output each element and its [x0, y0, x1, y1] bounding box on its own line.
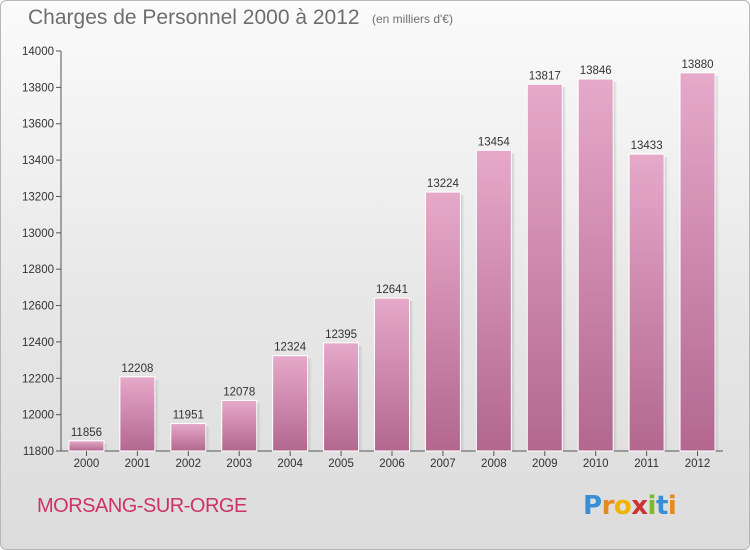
bar-shadow [103, 443, 108, 451]
x-tick-label: 2007 [430, 458, 456, 470]
bar-shadow [460, 195, 465, 451]
data-label: 11951 [173, 410, 204, 422]
y-tick-label: 13600 [22, 119, 54, 131]
x-tick-label: 2000 [74, 458, 100, 470]
bar-shadow [409, 301, 414, 451]
data-label: 13454 [478, 136, 511, 148]
y-tick-label: 12400 [22, 337, 54, 349]
bar-2012 [679, 72, 716, 452]
town-name: MORSANG-SUR-ORGE [37, 495, 247, 517]
y-tick-label: 12200 [22, 373, 54, 385]
y-tick-label: 13200 [22, 191, 54, 203]
bar-2002 [170, 423, 207, 452]
x-tick-label: 2001 [125, 458, 151, 470]
bar-shadow [715, 75, 720, 452]
x-tick-label: 2008 [481, 458, 507, 470]
y-tick-label: 12800 [22, 264, 54, 276]
x-tick-label: 2002 [176, 458, 202, 470]
bar-shadow [613, 82, 618, 451]
bar-shadow [511, 153, 516, 452]
bar-2010 [577, 78, 614, 452]
bar-2004 [272, 355, 309, 452]
proxiti-logo[interactable]: Proxiti [583, 491, 677, 521]
x-tick-label: 2011 [634, 458, 659, 470]
y-tick-label: 13400 [22, 155, 54, 167]
x-tick-label: 2006 [379, 458, 405, 470]
x-tick-label: 2003 [226, 458, 252, 470]
bar-2001 [119, 376, 156, 452]
chart-subtitle: (en milliers d'€) [372, 12, 453, 26]
bar-shadow [307, 358, 312, 451]
data-label: 12324 [274, 342, 307, 354]
y-tick-label: 11800 [23, 446, 54, 458]
data-label: 13817 [529, 70, 561, 82]
bar-shadow [562, 87, 567, 451]
y-tick-label: 13000 [22, 228, 54, 240]
x-tick-label: 2004 [277, 458, 303, 470]
bar-2000 [68, 440, 105, 452]
data-label: 13846 [580, 65, 612, 77]
bar-2008 [475, 149, 512, 452]
y-tick-label: 13800 [22, 82, 54, 94]
bar-2005 [323, 342, 360, 452]
data-label: 11856 [71, 427, 102, 439]
x-tick-label: 2012 [685, 458, 711, 470]
y-tick-label: 12600 [22, 301, 54, 313]
bar-2007 [424, 191, 461, 452]
data-label: 12208 [121, 363, 153, 375]
x-tick-label: 2010 [583, 458, 609, 470]
data-label: 13880 [682, 59, 714, 71]
data-label: 12641 [376, 284, 408, 296]
data-label: 13433 [631, 140, 663, 152]
data-label: 12078 [223, 386, 255, 398]
data-label: 12395 [325, 329, 357, 341]
y-tick-label: 14000 [22, 46, 54, 58]
bar-shadow [664, 157, 669, 451]
chart-title: Charges de Personnel 2000 à 2012 [28, 6, 360, 29]
bar-shadow [256, 403, 261, 451]
data-label: 13224 [427, 178, 460, 190]
bar-2011 [628, 153, 665, 452]
bar-shadow [358, 345, 363, 451]
bar-shadow [154, 379, 159, 451]
x-tick-label: 2005 [328, 458, 354, 470]
x-tick-label: 2009 [532, 458, 558, 470]
bar-shadow [205, 426, 210, 451]
y-tick-label: 12000 [22, 410, 54, 422]
bar-2009 [526, 83, 563, 452]
bar-2006 [374, 297, 410, 452]
bar-2003 [221, 399, 258, 452]
